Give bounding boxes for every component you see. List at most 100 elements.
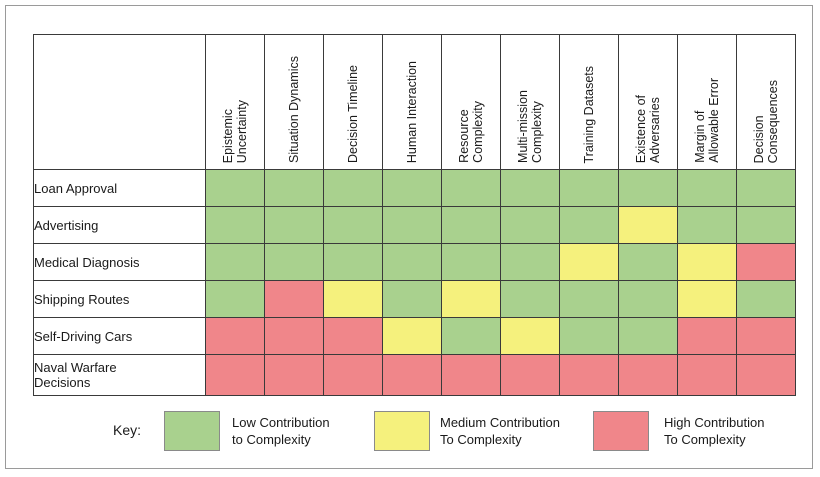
matrix-cell-low [441,169,501,207]
matrix-cell-high [323,354,383,396]
matrix-cell-low [736,169,796,207]
legend-swatch-low [164,411,220,451]
matrix-cell-low [382,280,442,318]
matrix-cell-high [736,317,796,355]
column-header: Existence of Adversaries [618,34,678,170]
matrix-cell-low [323,206,383,244]
matrix-cell-low [500,206,560,244]
matrix-cell-high [736,243,796,281]
matrix-cell-low [677,206,737,244]
matrix-row: Self-Driving Cars [33,317,796,355]
matrix-row: Loan Approval [33,169,796,207]
matrix-cell-low [618,243,678,281]
column-header-label: Multi-mission Complexity [516,90,544,163]
column-header: Human Interaction [382,34,442,170]
legend-title: Key: [113,422,142,438]
matrix-cell-low [500,243,560,281]
column-header: Epistemic Uncertainty [205,34,265,170]
matrix-cell-low [205,206,265,244]
matrix-cell-low [323,169,383,207]
matrix-cell-low [618,280,678,318]
column-header-label: Human Interaction [405,60,419,163]
column-header: Decision Timeline [323,34,383,170]
matrix-cell-medium [441,280,501,318]
matrix-cell-low [441,317,501,355]
matrix-cell-high [500,354,560,396]
row-label: Naval Warfare Decisions [33,354,206,396]
matrix-cell-high [677,354,737,396]
matrix-cell-high [264,280,324,318]
matrix-cell-high [205,354,265,396]
row-label: Shipping Routes [33,280,206,318]
column-header-label: Decision Consequences [752,79,780,163]
matrix-cell-medium [382,317,442,355]
column-header: Situation Dynamics [264,34,324,170]
matrix-cell-low [264,206,324,244]
matrix-cell-low [441,206,501,244]
matrix-cell-low [382,206,442,244]
matrix-cell-low [559,169,619,207]
complexity-matrix: Epistemic Uncertainty Situation Dynamics D… [33,34,796,396]
matrix-cell-low [618,317,678,355]
matrix-cell-low [559,206,619,244]
column-header: Training Datasets [559,34,619,170]
matrix-row: Naval Warfare Decisions [33,354,796,396]
column-header-label: Training Datasets [582,65,596,164]
row-label: Medical Diagnosis [33,243,206,281]
matrix-cell-low [205,280,265,318]
matrix-cell-low [559,280,619,318]
legend-label-low: Low Contribution to Complexity [232,415,330,447]
matrix-cell-low [441,243,501,281]
matrix-cell-high [205,317,265,355]
matrix-cell-low [500,280,560,318]
legend-swatch-medium [374,411,430,451]
matrix-cell-low [736,280,796,318]
header-row: Epistemic Uncertainty Situation Dynamics D… [33,34,796,170]
column-header: Decision Consequences [736,34,796,170]
matrix-body: Loan Approval Advertising Medical Diagnosi… [33,169,796,396]
matrix-cell-medium [323,280,383,318]
figure-frame: Epistemic Uncertainty Situation Dynamics D… [5,5,813,469]
legend-label-medium: Medium Contribution To Complexity [440,415,560,447]
matrix-cell-high [264,317,324,355]
matrix-cell-low [323,243,383,281]
matrix-cell-medium [677,280,737,318]
legend: Key: Low Contribution to Complexity Medi… [6,411,812,451]
row-label: Self-Driving Cars [33,317,206,355]
matrix-cell-low [264,169,324,207]
column-header-label: Epistemic Uncertainty [221,99,249,163]
matrix-cell-low [205,169,265,207]
matrix-cell-low [264,243,324,281]
column-header-label: Situation Dynamics [287,56,301,163]
matrix-cell-high [677,317,737,355]
row-label: Advertising [33,206,206,244]
matrix-cell-high [382,354,442,396]
column-header-label: Decision Timeline [346,65,360,163]
matrix-cell-low [736,206,796,244]
matrix-cell-medium [618,206,678,244]
matrix-cell-low [559,317,619,355]
column-header: Margin of Allowable Error [677,34,737,170]
matrix-cell-high [618,354,678,396]
corner-cell [33,34,206,170]
matrix-cell-low [205,243,265,281]
matrix-cell-low [382,243,442,281]
matrix-row: Shipping Routes [33,280,796,318]
column-header: Resource Complexity [441,34,501,170]
matrix-cell-high [736,354,796,396]
column-header-label: Resource Complexity [457,101,485,163]
column-header-label: Margin of Allowable Error [693,78,721,163]
matrix-cell-medium [559,243,619,281]
matrix-cell-low [382,169,442,207]
matrix-cell-low [500,169,560,207]
matrix-row: Medical Diagnosis [33,243,796,281]
matrix-row: Advertising [33,206,796,244]
matrix-cell-medium [500,317,560,355]
matrix-cell-low [618,169,678,207]
matrix-cell-high [323,317,383,355]
legend-swatch-high [593,411,649,451]
matrix-cell-high [559,354,619,396]
row-label: Loan Approval [33,169,206,207]
matrix-cell-high [264,354,324,396]
matrix-cell-high [441,354,501,396]
